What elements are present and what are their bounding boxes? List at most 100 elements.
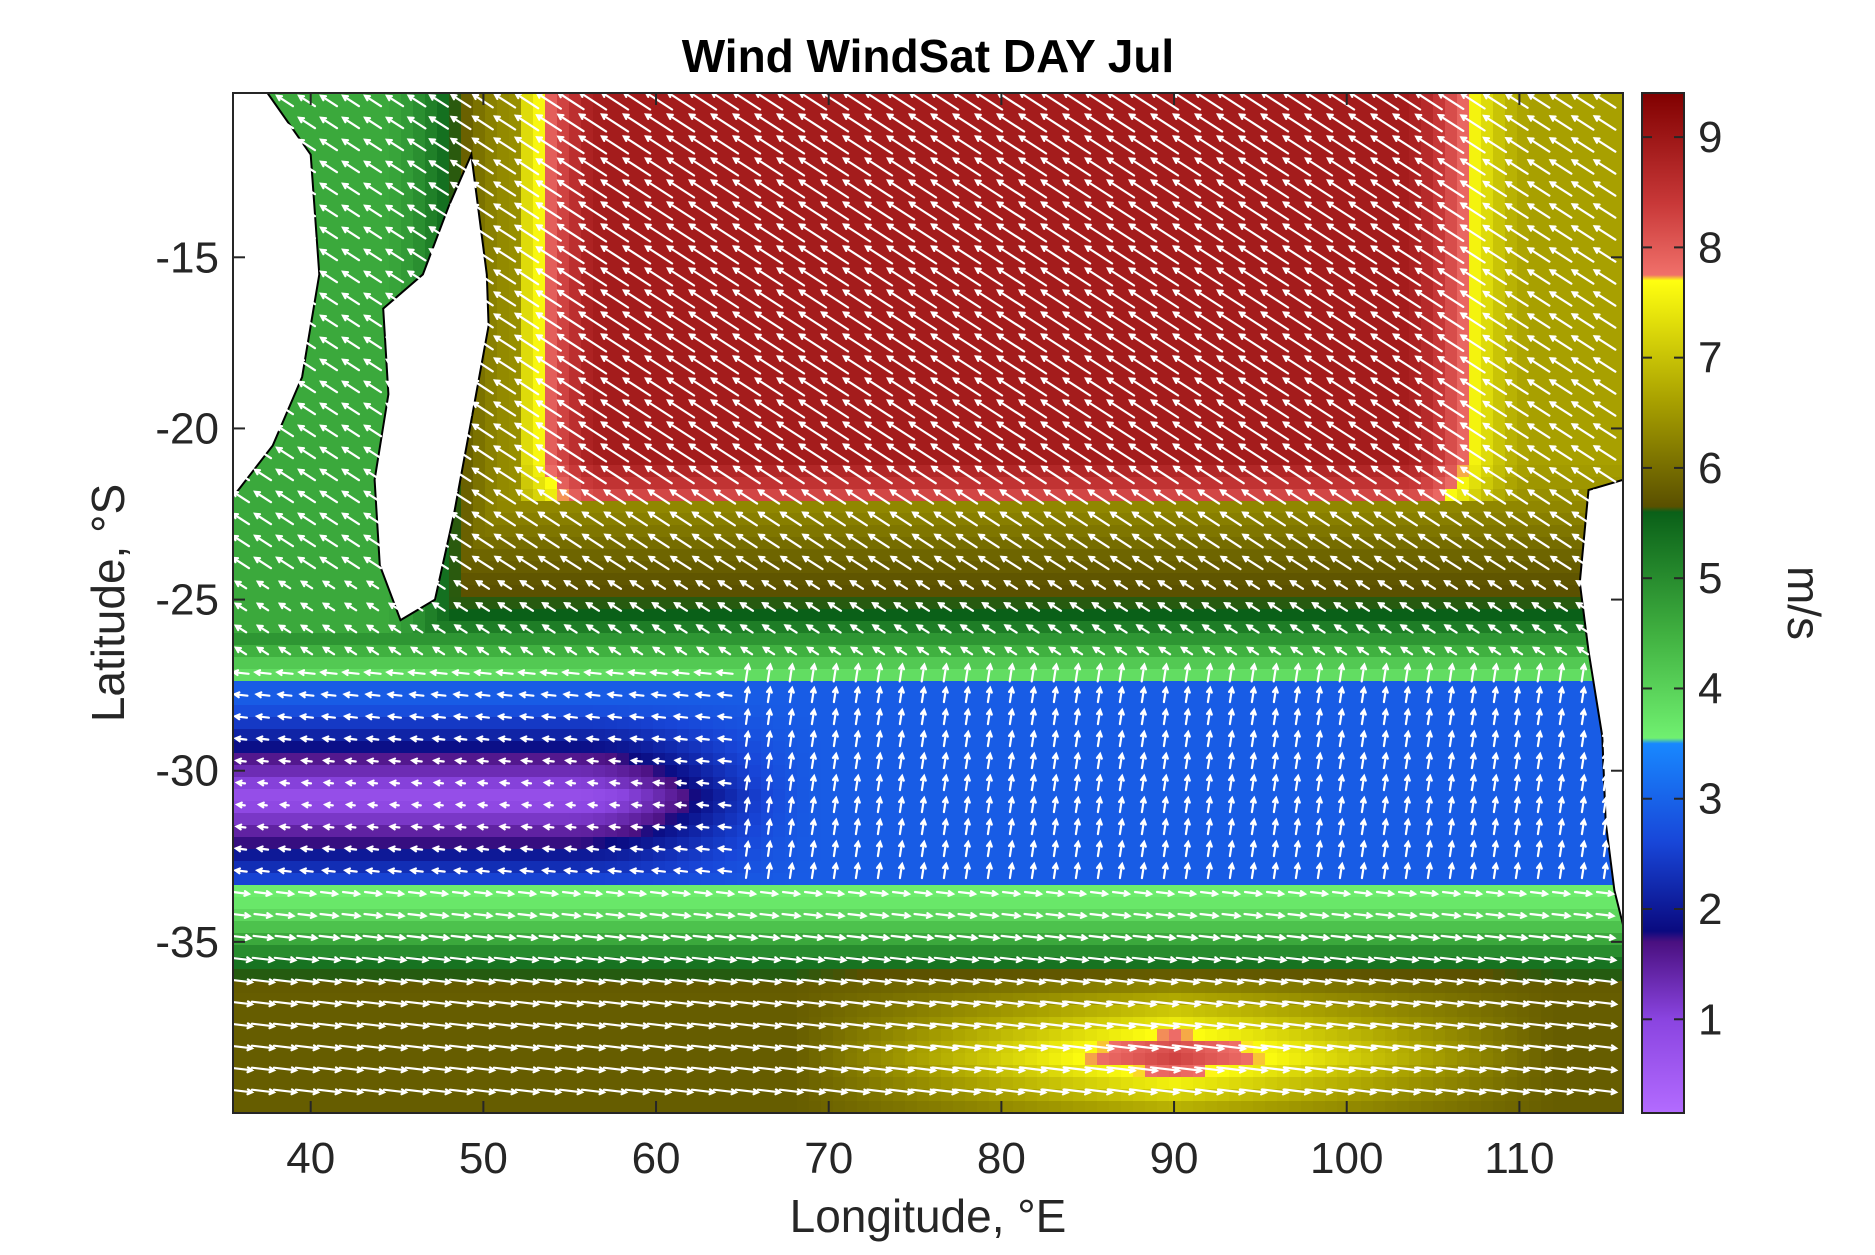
speed-cell [305, 549, 318, 562]
speed-cell [497, 501, 510, 514]
speed-cell [1133, 189, 1146, 202]
speed-cell [1493, 153, 1506, 166]
speed-cell [317, 105, 330, 118]
speed-cell [1205, 369, 1218, 382]
speed-cell [1085, 165, 1098, 178]
speed-cell [1229, 129, 1242, 142]
speed-cell [1385, 153, 1398, 166]
speed-cell [1049, 237, 1062, 250]
speed-cell [533, 537, 546, 550]
speed-cell [461, 93, 474, 106]
speed-cell [245, 585, 258, 598]
speed-cell [1289, 477, 1302, 490]
speed-cell [1205, 417, 1218, 430]
speed-cell [869, 189, 882, 202]
speed-cell [1301, 597, 1314, 610]
speed-cell [557, 429, 570, 442]
speed-cell [1337, 501, 1350, 514]
speed-cell [1517, 117, 1530, 130]
speed-cell [689, 165, 702, 178]
speed-cell [629, 153, 642, 166]
speed-cell [1013, 573, 1026, 586]
speed-cell [1349, 585, 1362, 598]
speed-cell [1445, 261, 1458, 274]
speed-cell [1337, 393, 1350, 406]
speed-cell [401, 129, 414, 142]
speed-cell [449, 105, 462, 118]
speed-cell [437, 105, 450, 118]
speed-cell [485, 597, 498, 610]
speed-cell [1613, 141, 1623, 154]
speed-cell [797, 537, 810, 550]
speed-cell [605, 321, 618, 334]
speed-cell [893, 213, 906, 226]
speed-cell [1433, 585, 1446, 598]
speed-cell [1277, 549, 1290, 562]
speed-cell [1349, 477, 1362, 490]
speed-cell [545, 369, 558, 382]
speed-cell [1349, 165, 1362, 178]
speed-cell [1337, 285, 1350, 298]
speed-cell [329, 369, 342, 382]
speed-cell [833, 117, 846, 130]
speed-cell [1469, 285, 1482, 298]
speed-cell [293, 453, 306, 466]
speed-cell [605, 117, 618, 130]
speed-cell [1277, 597, 1290, 610]
speed-cell [617, 597, 630, 610]
speed-cell [485, 549, 498, 562]
speed-cell [1253, 117, 1266, 130]
speed-cell [1181, 441, 1194, 454]
speed-cell [893, 501, 906, 514]
speed-cell [353, 345, 366, 358]
speed-cell [677, 261, 690, 274]
speed-cell [641, 597, 654, 610]
speed-cell [365, 213, 378, 226]
speed-cell [1601, 129, 1614, 142]
speed-cell [905, 573, 918, 586]
speed-cell [1313, 153, 1326, 166]
speed-cell [785, 369, 798, 382]
speed-cell [1433, 597, 1446, 610]
speed-cell [785, 441, 798, 454]
speed-cell [1157, 345, 1170, 358]
speed-cell [1229, 549, 1242, 562]
speed-cell [1313, 309, 1326, 322]
speed-cell [809, 105, 822, 118]
speed-cell [653, 393, 666, 406]
speed-cell [677, 93, 690, 106]
speed-cell [1277, 141, 1290, 154]
speed-cell [629, 393, 642, 406]
speed-cell [629, 477, 642, 490]
speed-cell [485, 141, 498, 154]
speed-cell [1361, 393, 1374, 406]
speed-cell [329, 573, 342, 586]
speed-cell [1085, 477, 1098, 490]
speed-cell [281, 105, 294, 118]
speed-cell [1577, 129, 1590, 142]
speed-cell [1001, 453, 1014, 466]
speed-cell [653, 105, 666, 118]
speed-cell [1481, 141, 1494, 154]
speed-cell [1265, 105, 1278, 118]
speed-cell [605, 129, 618, 142]
speed-cell [1481, 585, 1494, 598]
speed-cell [329, 261, 342, 274]
speed-cell [1181, 177, 1194, 190]
speed-cell [1337, 237, 1350, 250]
speed-cell [1445, 129, 1458, 142]
speed-cell [809, 129, 822, 142]
speed-cell [941, 501, 954, 514]
speed-cell [1097, 549, 1110, 562]
speed-cell [341, 477, 354, 490]
speed-cell [1217, 585, 1230, 598]
speed-cell [485, 477, 498, 490]
speed-cell [1229, 153, 1242, 166]
speed-cell [1469, 153, 1482, 166]
speed-cell [1397, 129, 1410, 142]
speed-cell [1289, 369, 1302, 382]
speed-cell [665, 165, 678, 178]
speed-cell [917, 105, 930, 118]
speed-cell [413, 165, 426, 178]
speed-cell [1049, 501, 1062, 514]
